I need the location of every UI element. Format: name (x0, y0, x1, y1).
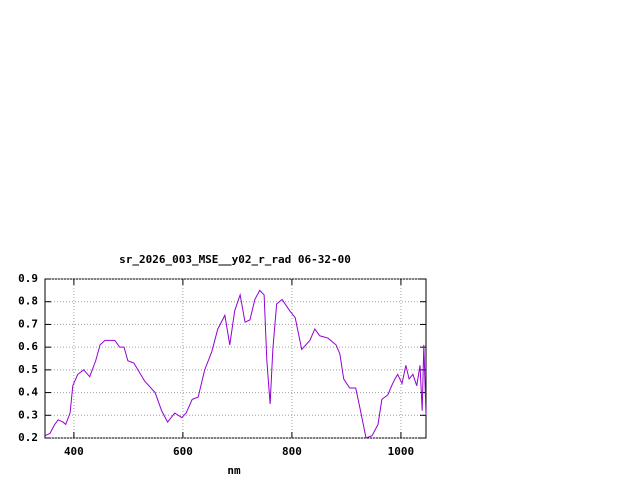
x-axis-label: nm (227, 464, 241, 477)
plot-frame (44, 278, 427, 439)
y-tick-label: 0.6 (18, 340, 38, 353)
y-tick-label: 0.9 (18, 272, 38, 285)
y-tick-label: 0.4 (18, 386, 38, 399)
y-tick-label: 0.3 (18, 408, 38, 421)
y-tick-label: 0.7 (18, 317, 38, 330)
y-tick-label: 0.5 (18, 363, 38, 376)
y-tick-label: 0.2 (18, 431, 38, 444)
x-tick-label: 600 (173, 445, 193, 458)
x-tick-label: 1000 (388, 445, 415, 458)
chart-title: sr_2026_003_MSE__y02_r_rad 06-32-00 (119, 253, 351, 266)
x-tick-label: 800 (282, 445, 302, 458)
data-line (44, 289, 427, 439)
x-tick-label: 400 (64, 445, 84, 458)
y-tick-label: 0.8 (18, 295, 38, 308)
